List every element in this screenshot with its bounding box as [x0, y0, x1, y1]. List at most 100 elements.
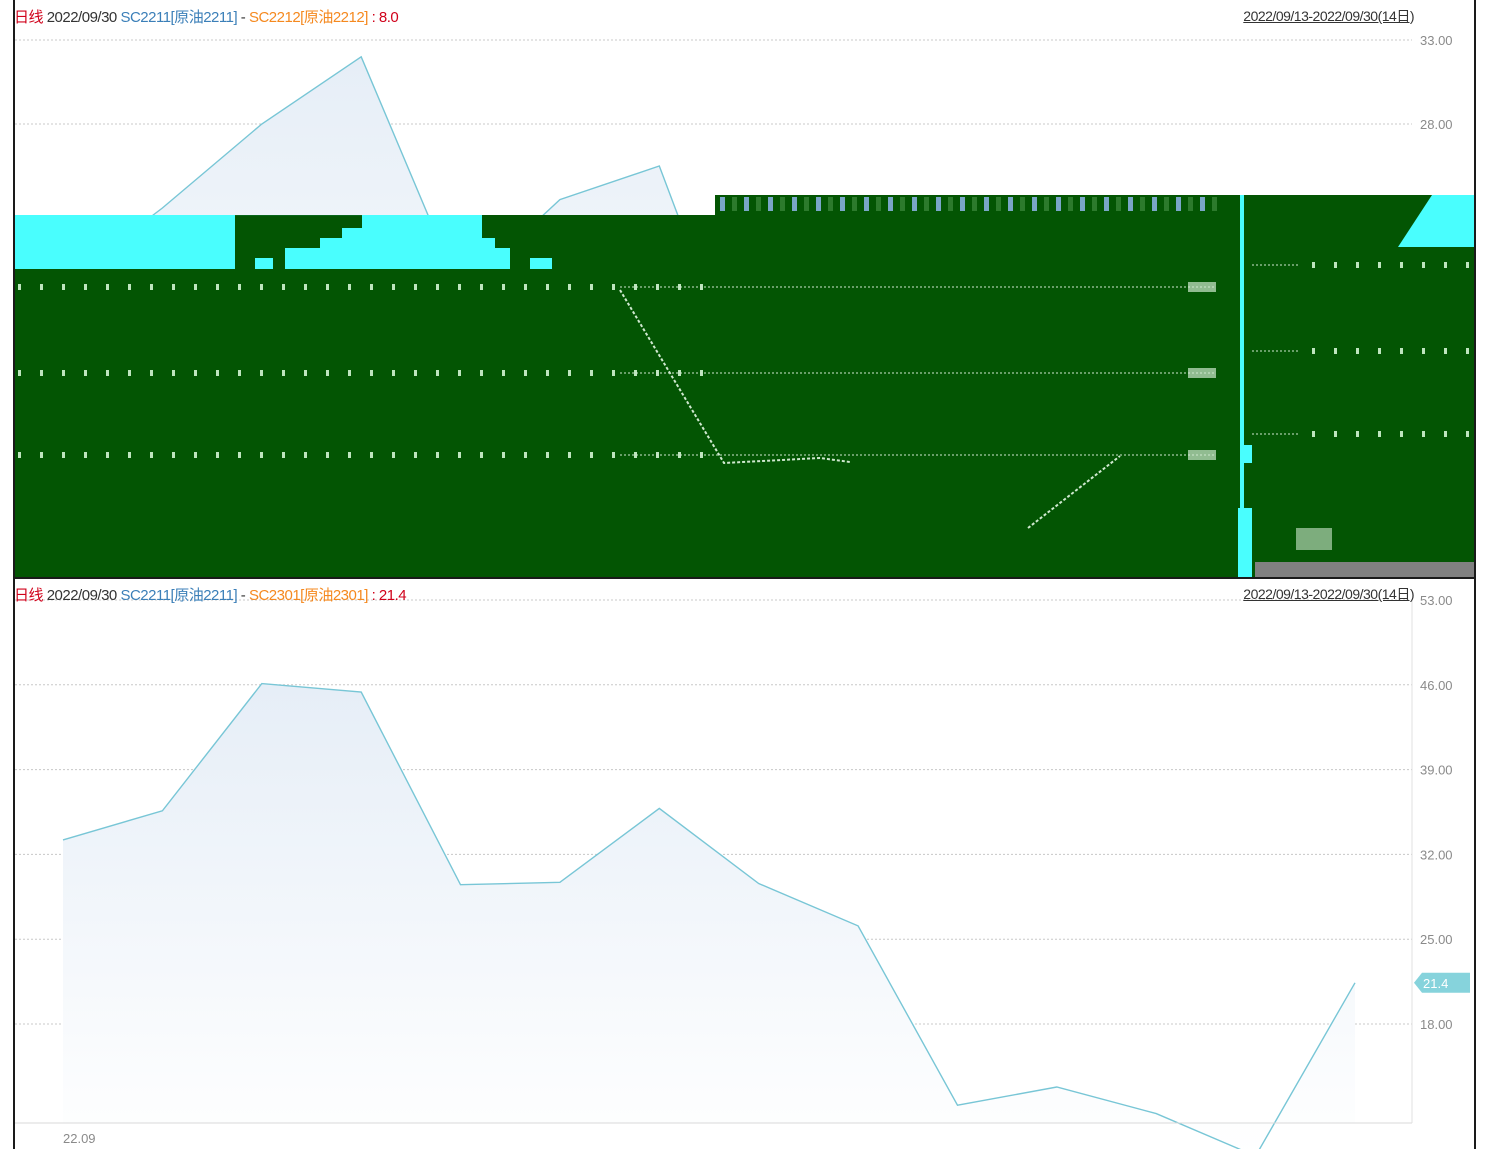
- top-leg-b-label: SC2212[原油2212]: [248, 9, 368, 26]
- glitch-dot: [458, 284, 461, 290]
- glitch-dot: [348, 284, 351, 290]
- bottom-leg-b-label: SC2301[原油2301]: [248, 587, 368, 604]
- glitch-dot: [216, 370, 219, 376]
- glitch-dot: [1312, 262, 1315, 268]
- glitch-dot: [1312, 431, 1315, 437]
- glitch-cyan-step: [285, 248, 320, 269]
- glitch-dot: [436, 284, 439, 290]
- glitch-noise: [816, 197, 821, 211]
- glitch-dot: [238, 284, 241, 290]
- top-date-range[interactable]: 2022/09/13-2022/09/30(14日): [1243, 8, 1414, 24]
- glitch-dot: [370, 284, 373, 290]
- top-y-tick-label: 33.00: [1420, 33, 1453, 48]
- glitch-dot: [1400, 431, 1403, 437]
- glitch-noise: [1128, 197, 1133, 211]
- glitch-dot: [348, 452, 351, 458]
- glitch-dot: [524, 370, 527, 376]
- glitch-noise: [888, 197, 893, 211]
- glitch-noise: [780, 197, 785, 211]
- glitch-dot: [1444, 348, 1447, 354]
- glitch-noise: [1032, 197, 1037, 211]
- glitch-noise: [924, 197, 929, 211]
- glitch-dot: [524, 284, 527, 290]
- bottom-chart-header: 日线 2022/09/30 SC2211[原油2211] - SC2301[原油…: [14, 584, 407, 605]
- glitch-ghost-line: [619, 289, 851, 465]
- bot-y-tick-label: 39.00: [1420, 763, 1453, 778]
- glitch-noise: [972, 197, 977, 211]
- top-y-tick-label: 28.00: [1420, 117, 1453, 132]
- glitch-noise: [984, 197, 989, 211]
- top-value-label: : 8.0: [371, 9, 399, 26]
- glitch-dot: [634, 452, 637, 458]
- glitch-dot: [1422, 431, 1425, 437]
- glitch-dot: [1466, 262, 1469, 268]
- glitch-dot: [678, 284, 681, 290]
- glitch-noise: [1152, 197, 1157, 211]
- glitch-dot: [546, 370, 549, 376]
- glitch-dot: [260, 284, 263, 290]
- glitch-dot: [502, 370, 505, 376]
- glitch-noise: [1068, 197, 1073, 211]
- glitch-dot: [1400, 348, 1403, 354]
- bottom-chart-panel: 53.00 46.00 39.00 32.00 25.00 18.00 22.09 21.4 …: [0, 578, 1488, 1149]
- top-chart-panel: 33.00 28.00 日线 2022/09/30 SC2211[原油2211] …: [14, 8, 1475, 578]
- glitch-noise: [1092, 197, 1097, 211]
- glitch-cyan-step: [530, 258, 552, 269]
- glitch-noise: [912, 197, 917, 211]
- bottom-separator: -: [237, 587, 249, 604]
- glitch-noise: [792, 197, 797, 211]
- glitch-dot: [150, 284, 153, 290]
- glitch-dot: [370, 452, 373, 458]
- glitch-noise: [720, 197, 725, 211]
- glitch-dot: [568, 284, 571, 290]
- glitch-dot: [106, 370, 109, 376]
- glitch-dot: [1422, 348, 1425, 354]
- glitch-dot: [612, 370, 615, 376]
- glitch-dot: [1334, 262, 1337, 268]
- glitch-noise: [960, 197, 965, 211]
- glitch-gray-bar: [1255, 562, 1475, 577]
- glitch-dot: [238, 370, 241, 376]
- glitch-dot: [458, 452, 461, 458]
- glitch-dot: [1356, 262, 1359, 268]
- top-period-label: 日线: [14, 9, 44, 26]
- glitch-dot: [150, 370, 153, 376]
- glitch-noise: [1212, 197, 1217, 211]
- glitch-dot: [128, 452, 131, 458]
- glitch-noise: [768, 197, 773, 211]
- glitch-dot: [172, 284, 175, 290]
- glitch-cyan-step: [255, 258, 273, 269]
- glitch-dot: [282, 452, 285, 458]
- glitch-noise: [804, 197, 809, 211]
- glitch-noise: [936, 197, 941, 211]
- glitch-dot: [502, 284, 505, 290]
- glitch-dot: [1334, 431, 1337, 437]
- bottom-date-range[interactable]: 2022/09/13-2022/09/30(14日): [1243, 586, 1414, 602]
- glitch-dot: [546, 284, 549, 290]
- glitch-dot: [216, 452, 219, 458]
- bot-y-tick-label: 46.00: [1420, 678, 1453, 693]
- glitch-tick-ghost: [1188, 450, 1216, 460]
- glitch-dot: [414, 452, 417, 458]
- glitch-noise: [996, 197, 1001, 211]
- glitch-noise: [1188, 197, 1193, 211]
- glitch-dot: [1444, 431, 1447, 437]
- last-value-badge-text: 21.4: [1423, 976, 1448, 991]
- glitch-noise: [1116, 197, 1121, 211]
- glitch-dot: [62, 284, 65, 290]
- glitch-dot: [1312, 348, 1315, 354]
- glitch-dot: [194, 452, 197, 458]
- top-separator: -: [237, 9, 249, 26]
- glitch-dot: [260, 452, 263, 458]
- glitch-dot: [480, 370, 483, 376]
- glitch-dot: [1400, 262, 1403, 268]
- glitch-dot: [172, 370, 175, 376]
- glitch-vbar: [1240, 445, 1252, 463]
- glitch-noise: [1044, 197, 1049, 211]
- glitch-dot: [590, 452, 593, 458]
- glitch-dot: [304, 452, 307, 458]
- bottom-date-label: 2022/09/30: [46, 587, 118, 604]
- glitch-dot: [150, 452, 153, 458]
- glitch-noise: [840, 197, 845, 211]
- glitch-dot: [40, 452, 43, 458]
